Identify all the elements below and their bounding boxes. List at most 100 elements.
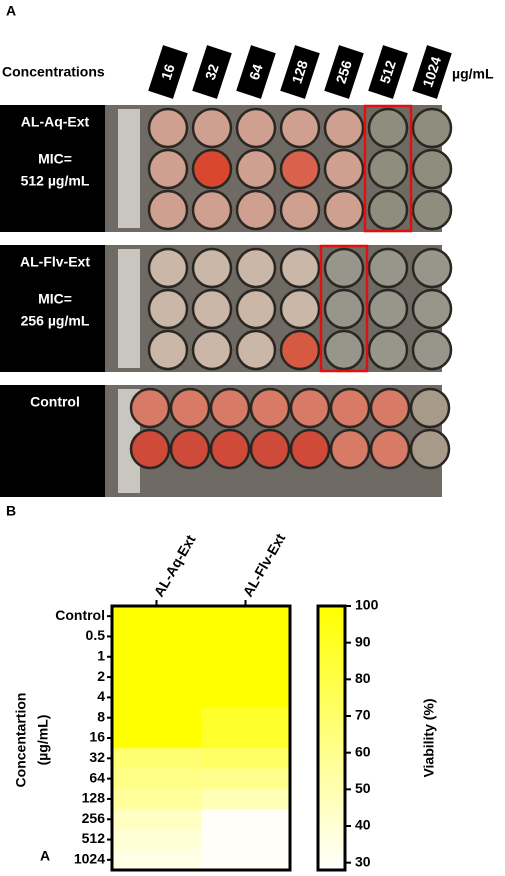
label-box bbox=[0, 385, 105, 497]
well bbox=[411, 288, 453, 330]
well bbox=[369, 387, 411, 429]
well bbox=[147, 288, 189, 330]
heatmap-cell bbox=[201, 727, 291, 749]
colorbar-tick-label: 50 bbox=[355, 780, 371, 796]
heatmap-cell bbox=[201, 666, 291, 688]
concentration-label: 128 bbox=[288, 58, 311, 85]
concentration-label: 32 bbox=[202, 62, 222, 82]
mic-value: 512 µg/mL bbox=[21, 173, 90, 189]
header-box bbox=[324, 45, 364, 99]
well bbox=[367, 107, 409, 149]
heatmap-cell bbox=[112, 606, 202, 627]
plate-edge bbox=[118, 249, 140, 368]
concentration-label: 512 bbox=[376, 58, 399, 85]
concentration-label: 256 bbox=[332, 58, 355, 85]
colorbar bbox=[316, 604, 347, 872]
well bbox=[147, 148, 189, 190]
heatmap-cell bbox=[201, 829, 291, 851]
heatmap-cell bbox=[112, 768, 202, 790]
well bbox=[191, 288, 233, 330]
well bbox=[367, 247, 409, 289]
well bbox=[169, 387, 211, 429]
well bbox=[367, 148, 409, 190]
well bbox=[191, 148, 233, 190]
y-tick-label: 64 bbox=[89, 769, 105, 785]
well bbox=[329, 428, 371, 470]
well bbox=[249, 428, 291, 470]
well bbox=[191, 247, 233, 289]
colorbar-tick-label: 60 bbox=[355, 743, 371, 759]
well bbox=[209, 428, 251, 470]
well bbox=[147, 329, 189, 371]
well bbox=[235, 247, 277, 289]
mic-label: MIC= bbox=[38, 291, 72, 307]
heatmap-cell bbox=[201, 809, 291, 830]
panel-label: A bbox=[6, 3, 16, 19]
concentration-header: 64 bbox=[236, 45, 276, 99]
y-tick-label: 256 bbox=[82, 810, 106, 826]
well bbox=[367, 189, 409, 231]
header-box bbox=[280, 45, 320, 99]
well bbox=[323, 189, 365, 231]
y-tick-label: 8 bbox=[97, 708, 105, 724]
plate-name: AL-Aq-Ext bbox=[21, 114, 90, 130]
concentration-label: 64 bbox=[246, 62, 266, 82]
annotation: A bbox=[40, 848, 50, 864]
colorbar-tick-label: 70 bbox=[355, 707, 371, 723]
y-tick-label: 1 bbox=[97, 647, 105, 663]
y-axis-label: (µg/mL) bbox=[35, 715, 51, 766]
concentrations-label: Concentrations bbox=[2, 64, 105, 80]
well bbox=[323, 288, 365, 330]
well bbox=[289, 387, 331, 429]
well bbox=[235, 107, 277, 149]
y-tick-label: 4 bbox=[97, 688, 105, 704]
heatmap-cell bbox=[112, 707, 202, 729]
concentration-header: 256 bbox=[324, 45, 364, 99]
well bbox=[279, 189, 321, 231]
label-box bbox=[0, 105, 105, 232]
heatmap-cell bbox=[112, 687, 202, 709]
well bbox=[411, 329, 453, 371]
colorbar-tick-label: 80 bbox=[355, 670, 371, 686]
heatmap-cell bbox=[112, 809, 202, 830]
plate-name: Control bbox=[30, 394, 80, 410]
plate-name: AL-Flv-Ext bbox=[20, 254, 90, 270]
well bbox=[209, 387, 251, 429]
heatmap-cell bbox=[112, 666, 202, 688]
y-tick-label: 16 bbox=[89, 729, 105, 745]
heatmap-cell bbox=[112, 829, 202, 851]
heatmap-cell bbox=[201, 626, 291, 648]
y-tick-label: 0.5 bbox=[86, 627, 106, 643]
well bbox=[235, 329, 277, 371]
heatmap-cell bbox=[201, 849, 291, 871]
well bbox=[323, 107, 365, 149]
heatmap-cell bbox=[201, 788, 291, 810]
heatmap-cell bbox=[201, 646, 291, 668]
well bbox=[279, 288, 321, 330]
well bbox=[411, 148, 453, 190]
well bbox=[279, 329, 321, 371]
well bbox=[409, 387, 451, 429]
well bbox=[191, 107, 233, 149]
well bbox=[411, 189, 453, 231]
concentration-header: 128 bbox=[280, 45, 320, 99]
unit-label: µg/mL bbox=[452, 66, 494, 82]
well bbox=[323, 329, 365, 371]
heatmap-cell bbox=[112, 748, 202, 769]
heatmap-cell bbox=[112, 727, 202, 749]
header-box bbox=[368, 45, 408, 99]
header-box bbox=[192, 45, 232, 99]
well bbox=[367, 288, 409, 330]
well bbox=[129, 428, 171, 470]
well bbox=[323, 148, 365, 190]
well bbox=[147, 107, 189, 149]
well bbox=[235, 148, 277, 190]
y-tick-label: 2 bbox=[97, 668, 105, 684]
well bbox=[191, 189, 233, 231]
heatmap-cell bbox=[201, 748, 291, 769]
panel-label: B bbox=[6, 503, 16, 519]
heatmap-cell bbox=[112, 849, 202, 871]
well bbox=[147, 247, 189, 289]
well bbox=[409, 428, 451, 470]
well bbox=[235, 189, 277, 231]
